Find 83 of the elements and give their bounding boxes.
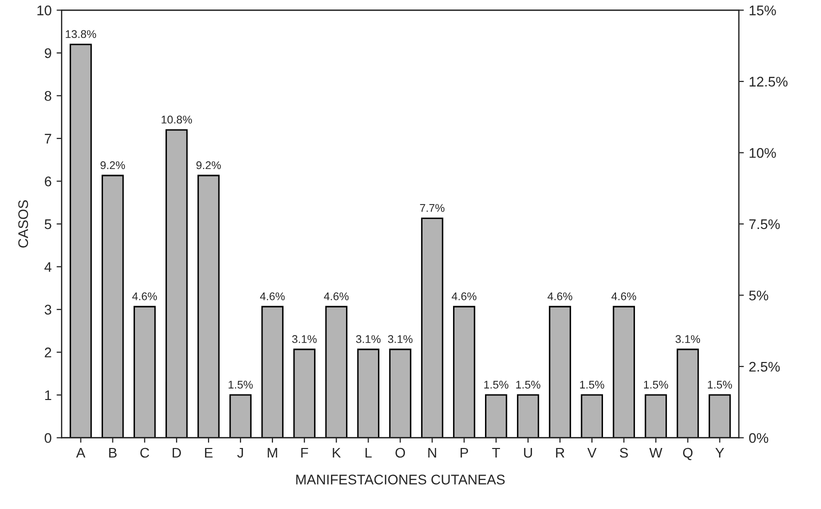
data-label: 13.8% bbox=[66, 30, 96, 38]
y-tick-label: 9 bbox=[44, 48, 52, 58]
data-label: 4.6% bbox=[132, 292, 157, 300]
bar bbox=[644, 394, 667, 438]
y2-tick-label: 0% bbox=[749, 433, 768, 443]
data-label: 3.1% bbox=[356, 335, 381, 344]
bar bbox=[166, 129, 188, 438]
y-tick-label: 3 bbox=[44, 304, 52, 315]
bar bbox=[293, 348, 316, 438]
data-label: 4.6% bbox=[452, 292, 476, 300]
x-tick-label: S bbox=[620, 448, 628, 458]
bar bbox=[421, 218, 444, 438]
x-tick-label: W bbox=[649, 448, 662, 458]
data-label: 9.2% bbox=[196, 161, 221, 170]
data-label: 10.8% bbox=[162, 116, 192, 124]
bar bbox=[676, 348, 699, 438]
x-tick-label: Y bbox=[715, 448, 724, 458]
y-tick-label: 1 bbox=[45, 390, 52, 400]
bar bbox=[708, 394, 731, 438]
bar bbox=[197, 174, 220, 438]
data-label: 1.5% bbox=[516, 380, 540, 389]
x-tick-label: U bbox=[524, 448, 532, 458]
x-tick-label: N bbox=[428, 448, 436, 458]
data-label: 3.1% bbox=[292, 335, 317, 344]
data-label: 1.5% bbox=[580, 380, 604, 389]
x-axis-title: MANIFESTACIONES CUTANEAS bbox=[296, 474, 505, 484]
bar bbox=[612, 306, 635, 438]
bar bbox=[453, 306, 476, 438]
x-tick-label: B bbox=[109, 448, 117, 458]
bar bbox=[102, 174, 124, 438]
y2-tick-label: 12.5% bbox=[750, 76, 788, 87]
y2-tick-label: 10% bbox=[750, 148, 776, 158]
y2-tick-label: 15% bbox=[750, 6, 776, 16]
x-tick-label: V bbox=[587, 448, 597, 458]
x-tick-label: D bbox=[172, 448, 181, 458]
data-label: 4.6% bbox=[324, 292, 349, 300]
bar bbox=[580, 394, 604, 438]
bar bbox=[134, 306, 156, 438]
y-tick-label: 6 bbox=[44, 176, 52, 186]
data-label: 3.1% bbox=[676, 335, 700, 344]
data-label: 1.5% bbox=[484, 380, 508, 389]
data-label: 1.5% bbox=[644, 380, 668, 389]
x-tick-label: R bbox=[556, 448, 564, 458]
bar bbox=[485, 394, 508, 438]
x-tick-label: A bbox=[76, 448, 86, 458]
y-tick-label: 4 bbox=[44, 262, 52, 272]
x-tick-label: M bbox=[268, 448, 278, 458]
data-label: 1.5% bbox=[228, 380, 253, 389]
bar bbox=[70, 44, 92, 438]
bar bbox=[548, 306, 572, 438]
data-label: 7.7% bbox=[420, 204, 444, 212]
x-tick-label: L bbox=[366, 448, 372, 458]
y-tick-label: 8 bbox=[44, 91, 52, 101]
x-tick-label: F bbox=[301, 448, 308, 458]
data-label: 4.6% bbox=[611, 292, 636, 300]
bar bbox=[389, 348, 412, 438]
y-tick-label: 0 bbox=[44, 433, 52, 443]
y-tick-label: 2 bbox=[44, 348, 52, 358]
y-tick-label: 7 bbox=[44, 134, 52, 144]
y-tick-label: 5 bbox=[44, 219, 52, 230]
x-tick-label: T bbox=[492, 448, 500, 458]
y2-tick-label: 2.5% bbox=[749, 362, 780, 372]
bar bbox=[516, 394, 540, 438]
bar bbox=[325, 306, 348, 438]
x-tick-label: O bbox=[395, 448, 405, 458]
bar bbox=[357, 348, 380, 438]
x-tick-label: J bbox=[237, 448, 243, 458]
y-tick-label: 10 bbox=[37, 6, 52, 16]
x-tick-label: C bbox=[140, 448, 150, 458]
y-axis-title: CASOS bbox=[18, 200, 28, 248]
x-tick-label: K bbox=[332, 448, 341, 458]
x-tick-label: Q bbox=[683, 448, 693, 460]
x-tick-label: E bbox=[205, 448, 213, 458]
x-tick-label: P bbox=[460, 448, 468, 458]
data-label: 1.5% bbox=[708, 380, 732, 389]
bar bbox=[261, 306, 284, 438]
y2-tick-label: 7.5% bbox=[749, 219, 780, 230]
data-label: 9.2% bbox=[100, 161, 125, 170]
bar bbox=[229, 394, 252, 438]
y2-tick-label: 5% bbox=[749, 290, 768, 300]
data-label: 3.1% bbox=[388, 335, 413, 344]
data-label: 4.6% bbox=[548, 292, 572, 300]
data-label: 4.6% bbox=[260, 292, 285, 300]
